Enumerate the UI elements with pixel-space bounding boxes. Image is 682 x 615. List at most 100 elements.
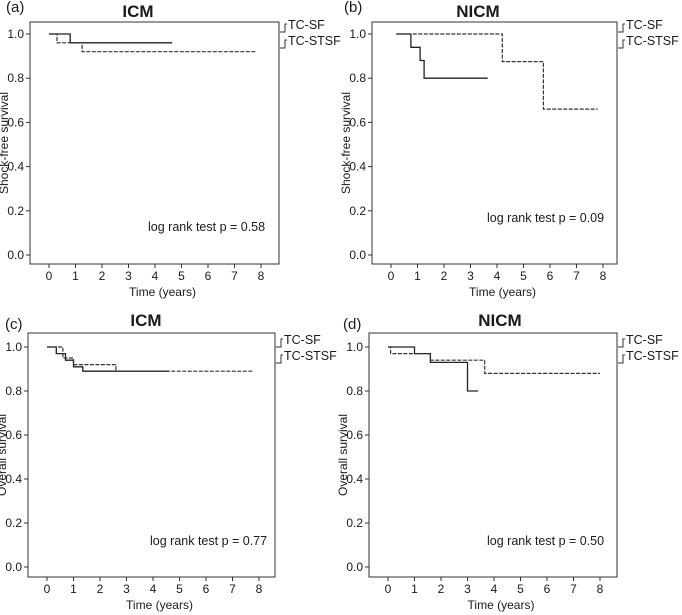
y-tick-label: 0.2 bbox=[5, 516, 22, 530]
survival-curve-tc-stsf bbox=[388, 347, 600, 373]
panel-title: ICM bbox=[130, 311, 161, 330]
y-tick-label: 0.2 bbox=[349, 204, 366, 218]
y-tick-label: 0.2 bbox=[7, 204, 24, 218]
y-tick-label: 0.0 bbox=[346, 560, 363, 574]
x-tick-label: 7 bbox=[231, 269, 238, 283]
y-tick-label: 0.0 bbox=[5, 560, 22, 574]
figure: (a) ICM0 1 2 3 4 5 6 7 80.00.20.40.60.81.0Time (y… bbox=[0, 0, 682, 615]
x-tick-label: 6 bbox=[547, 269, 554, 283]
x-tick-label: 4 bbox=[491, 582, 498, 596]
legend-key bbox=[280, 40, 287, 48]
legend-label: TC-STSF bbox=[284, 349, 337, 363]
panel-label: (c) bbox=[5, 316, 23, 333]
panel-4: (d) NICM 0 1 2 3 4 5 6 7 8 0.0 0.2 0.4 0.6 0.8 1.0 Time (… bbox=[336, 311, 679, 612]
x-tick-label: 5 bbox=[176, 582, 183, 596]
x-axis-label: Time (years) bbox=[468, 598, 535, 612]
x-tick-label: 6 bbox=[203, 582, 210, 596]
x-tick-label: 2 bbox=[441, 269, 448, 283]
survival-curve-tc-sf bbox=[47, 347, 169, 371]
panel-1: (a) ICM 0 1 2 3 4 5 6 7 8 0.0 0.2 0.4 0.6 0.8 1.0 Time (y… bbox=[0, 0, 341, 299]
legend-label: TC-SF bbox=[284, 333, 321, 347]
x-tick-label: 5 bbox=[517, 582, 524, 596]
legend-label: TC-SF bbox=[626, 18, 663, 32]
x-tick-label: 1 bbox=[70, 582, 77, 596]
x-tick-label: 3 bbox=[464, 582, 471, 596]
survival-curve-tc-stsf bbox=[396, 34, 597, 109]
x-tick-label: 6 bbox=[205, 269, 212, 283]
panel-title: ICM bbox=[122, 2, 153, 21]
y-axis-label: Shock-free survival bbox=[339, 92, 353, 194]
y-tick-label: 1.0 bbox=[5, 340, 22, 354]
panel-3: (c) ICM 0 1 2 3 4 5 6 7 8 0.0 0.2 0.4 0.6 0.8 1.0 Time (y… bbox=[0, 311, 337, 612]
x-axis-label: Time (years) bbox=[126, 598, 193, 612]
legend-label: TC-SF bbox=[288, 18, 325, 32]
x-tick-label: 0 bbox=[388, 269, 395, 283]
x-tick-label: 7 bbox=[229, 582, 236, 596]
x-tick-label: 2 bbox=[438, 582, 445, 596]
x-tick-label: 8 bbox=[600, 269, 607, 283]
y-tick-label: 1.0 bbox=[349, 27, 366, 41]
legend-key bbox=[618, 40, 625, 48]
legend-key bbox=[618, 339, 625, 347]
y-tick-label: 0.0 bbox=[349, 248, 366, 262]
y-axis-label: Overall survival bbox=[0, 414, 9, 496]
y-tick-label: 0.2 bbox=[346, 516, 363, 530]
p-value-annotation: log rank test p = 0.58 bbox=[148, 220, 265, 234]
legend-key bbox=[618, 355, 625, 363]
x-tick-label: 7 bbox=[570, 582, 577, 596]
legend-key bbox=[618, 24, 625, 32]
y-tick-label: 1.0 bbox=[346, 340, 363, 354]
survival-curve-tc-sf bbox=[396, 34, 487, 78]
x-tick-label: 1 bbox=[72, 269, 79, 283]
x-tick-label: 2 bbox=[97, 582, 104, 596]
panel-title: NICM bbox=[478, 311, 521, 330]
y-tick-label: 1.0 bbox=[7, 27, 24, 41]
x-tick-label: 8 bbox=[256, 582, 263, 596]
x-tick-label: 5 bbox=[178, 269, 185, 283]
x-tick-label: 1 bbox=[414, 269, 421, 283]
panel-label: (a) bbox=[6, 0, 24, 16]
x-tick-label: 3 bbox=[123, 582, 130, 596]
panel-title: NICM bbox=[456, 2, 499, 21]
panel-label: (b) bbox=[344, 0, 362, 16]
x-tick-label: 0 bbox=[44, 582, 51, 596]
x-tick-label: 0 bbox=[46, 269, 53, 283]
legend-key bbox=[276, 339, 283, 347]
x-tick-label: 2 bbox=[99, 269, 106, 283]
legend-label: TC-STSF bbox=[288, 34, 341, 48]
x-tick-label: 8 bbox=[597, 582, 604, 596]
legend-key bbox=[280, 24, 287, 32]
x-tick-label: 6 bbox=[544, 582, 551, 596]
x-tick-label: 4 bbox=[494, 269, 501, 283]
x-tick-label: 0 bbox=[385, 582, 392, 596]
x-tick-label: 8 bbox=[258, 269, 265, 283]
panel-label: (d) bbox=[343, 316, 361, 333]
x-tick-label: 4 bbox=[150, 582, 157, 596]
plot-frame bbox=[372, 22, 617, 264]
panel-2: (b) NICM 0 1 2 3 4 5 6 7 8 0.0 0.2 0.4 0.6 0.8 1.0 Time (… bbox=[339, 0, 679, 299]
y-tick-label: 0.8 bbox=[346, 384, 363, 398]
y-tick-label: 0.8 bbox=[7, 71, 24, 85]
x-tick-label: 4 bbox=[152, 269, 159, 283]
x-tick-label: 3 bbox=[125, 269, 132, 283]
x-tick-label: 5 bbox=[520, 269, 527, 283]
x-axis-label: Time (years) bbox=[129, 285, 196, 299]
p-value-annotation: log rank test p = 0.77 bbox=[150, 534, 267, 548]
p-value-annotation: log rank test p = 0.50 bbox=[487, 534, 604, 548]
x-tick-label: 1 bbox=[411, 582, 418, 596]
x-tick-label: 7 bbox=[573, 269, 580, 283]
x-tick-label: 3 bbox=[467, 269, 474, 283]
y-axis-label: Overall survival bbox=[336, 414, 350, 496]
legend-key bbox=[276, 355, 283, 363]
legend-label: TC-STSF bbox=[626, 349, 679, 363]
y-axis-label: Shock-free survival bbox=[0, 92, 11, 194]
y-tick-label: 0.8 bbox=[349, 71, 366, 85]
y-tick-label: 0.8 bbox=[5, 384, 22, 398]
survival-curve-tc-stsf bbox=[47, 347, 254, 371]
x-axis-label: Time (years) bbox=[469, 285, 536, 299]
y-tick-label: 0.0 bbox=[7, 248, 24, 262]
legend-label: TC-SF bbox=[626, 333, 663, 347]
p-value-annotation: log rank test p = 0.09 bbox=[487, 211, 604, 225]
survival-curve-tc-sf bbox=[49, 34, 172, 43]
legend-label: TC-STSF bbox=[626, 34, 679, 48]
